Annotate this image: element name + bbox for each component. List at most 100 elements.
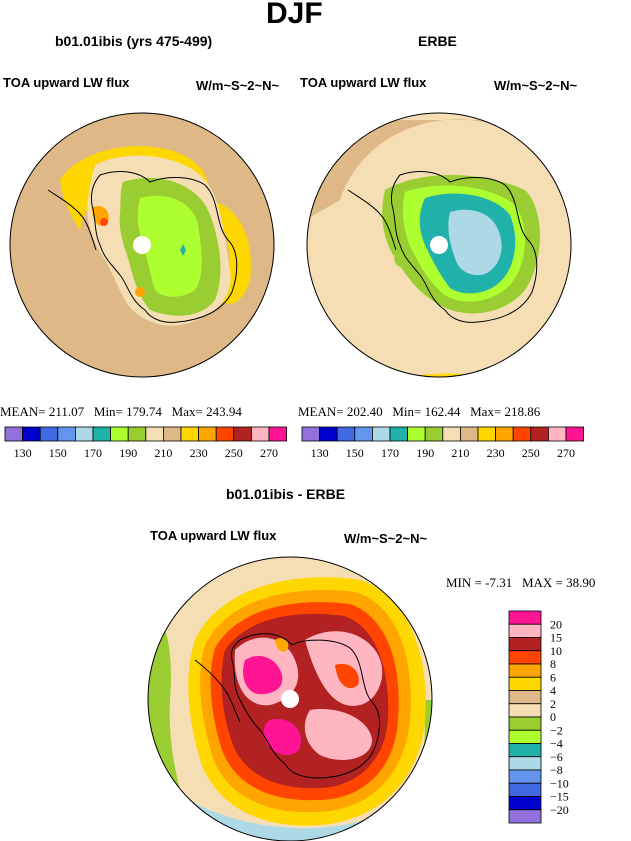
labelbar-tick-label: 250: [522, 446, 540, 460]
panel1-variable: TOA upward LW flux: [3, 75, 130, 90]
panel2-variable: TOA upward LW flux: [300, 75, 427, 90]
labelbar-box: [75, 426, 94, 442]
labelbar-tick-label: 150: [346, 446, 364, 460]
labelbar-box: [319, 426, 338, 442]
mean-label: MEAN=: [298, 404, 344, 419]
map1-boundary: [9, 112, 275, 378]
labelbar-tick-label: 8: [550, 657, 556, 671]
map2-pole-mask: [430, 236, 448, 254]
labelbar-box: [198, 426, 217, 442]
labelbar-tick-label: 170: [381, 446, 399, 460]
labelbar-box: [407, 426, 426, 442]
labelbar-box: [508, 756, 542, 771]
labelbar-tick-label: −20: [550, 803, 569, 817]
labelbar-box: [508, 650, 542, 665]
map1-warm-spot-2: [135, 287, 145, 297]
labelbar-tick-label: 250: [225, 446, 243, 460]
labelbar-tick-label: −2: [550, 723, 563, 737]
labelbar-box: [268, 426, 288, 442]
labelbar-tick-label: −15: [550, 790, 569, 804]
labelbar-box: [301, 426, 321, 442]
map3-pole-mask: [281, 690, 299, 708]
labelbar-box: [39, 426, 59, 442]
map2-warm-edge: [400, 373, 500, 377]
labelbar-tick-label: 6: [550, 670, 556, 684]
labelbar-box: [530, 426, 549, 442]
panel3-units: W/m~S~2~N~: [344, 531, 428, 546]
map3-magenta-south: [263, 719, 301, 756]
map2-coastline: [391, 171, 538, 323]
panel1-min-value: 179.74: [126, 404, 162, 419]
panel2-subtitle: ERBE: [418, 33, 457, 49]
map3-coastline: [231, 633, 380, 779]
labelbar-tick-label: −6: [550, 750, 563, 764]
labelbar-tick-label: −8: [550, 763, 563, 777]
labelbar-box: [127, 426, 147, 442]
panel2-stats: MEAN= 202.40 Min= 162.44 Max= 218.86: [298, 404, 540, 420]
labelbar-tick-label: 170: [84, 446, 102, 460]
labelbar-tick-label: 210: [154, 446, 172, 460]
map1-peninsula-coast: [47, 189, 97, 251]
labelbar-tick-label: 270: [557, 446, 575, 460]
panel2-units: W/m~S~2~N~: [494, 78, 578, 93]
labelbar-box: [162, 426, 182, 442]
labelbar-box: [22, 426, 41, 442]
map3-boundary: [147, 556, 433, 841]
labelbar-model: 130 150 170 190 210 230 250 270: [4, 426, 288, 460]
labelbar-box: [508, 729, 542, 744]
labelbar-box: [508, 703, 542, 718]
labelbar-box: [508, 809, 542, 824]
labelbar-box: [389, 426, 409, 442]
panel3-subtitle: b01.01ibis - ERBE: [226, 486, 346, 502]
map3-red-east: [335, 663, 359, 689]
max-label: Max=: [470, 404, 502, 419]
labelbar-tick-label: 130: [311, 446, 329, 460]
difference-polar-map: [147, 556, 433, 841]
labelbar-erbe: 130 150 170 190 210 230 250 270: [301, 426, 585, 460]
labelbar-box: [508, 610, 542, 625]
map1-cold-spot: [180, 244, 186, 256]
min-label: Min=: [392, 404, 422, 419]
labelbar-box: [250, 426, 270, 442]
labelbar-tick-label: 230: [190, 446, 208, 460]
panel1-mean-value: 211.07: [48, 404, 85, 419]
labelbar-tick-label: 130: [14, 446, 32, 460]
labelbar-tick-label: 150: [49, 446, 67, 460]
labelbar-box: [508, 663, 542, 678]
labelbar-tick-label: −10: [550, 776, 569, 790]
model-polar-map: [9, 112, 275, 378]
labelbar-box: [110, 426, 129, 442]
panel3-min-value: -7.31: [485, 575, 513, 590]
map3-magenta-west: [243, 655, 283, 695]
labelbar-box: [371, 426, 391, 442]
labelbar-tick-label: 4: [550, 684, 556, 698]
panel3-variable: TOA upward LW flux: [150, 528, 277, 543]
labelbar-box: [508, 690, 542, 705]
labelbar-box: [233, 426, 252, 442]
labelbar-box: [508, 743, 542, 758]
panel3-max-value: 38.90: [566, 575, 596, 590]
map3-pink-south: [304, 709, 372, 760]
labelbar-tick-label: 270: [260, 446, 278, 460]
map1-pole-mask: [133, 236, 151, 254]
panel2-max-value: 218.86: [504, 404, 541, 419]
map1-hot-spot: [100, 218, 108, 226]
labelbar-box: [459, 426, 479, 442]
map3-peninsula-coast: [194, 659, 241, 723]
max-label: MAX =: [521, 575, 563, 590]
max-label: Max=: [171, 404, 203, 419]
labelbar-box: [180, 426, 200, 442]
labelbar-box: [548, 426, 567, 442]
map2-ice-center: [448, 209, 502, 276]
labelbar-tick-label: 20: [550, 617, 562, 631]
labelbar-tick-label: 10: [550, 644, 562, 658]
labelbar-box: [57, 426, 76, 442]
map3-orange-north: [275, 637, 289, 652]
mean-label: MEAN=: [0, 404, 46, 419]
panel2-mean-value: 202.40: [346, 404, 383, 419]
panel2-min-value: 162.44: [424, 404, 461, 419]
page-title: DJF: [266, 0, 323, 30]
map1-warm-east: [208, 200, 251, 304]
